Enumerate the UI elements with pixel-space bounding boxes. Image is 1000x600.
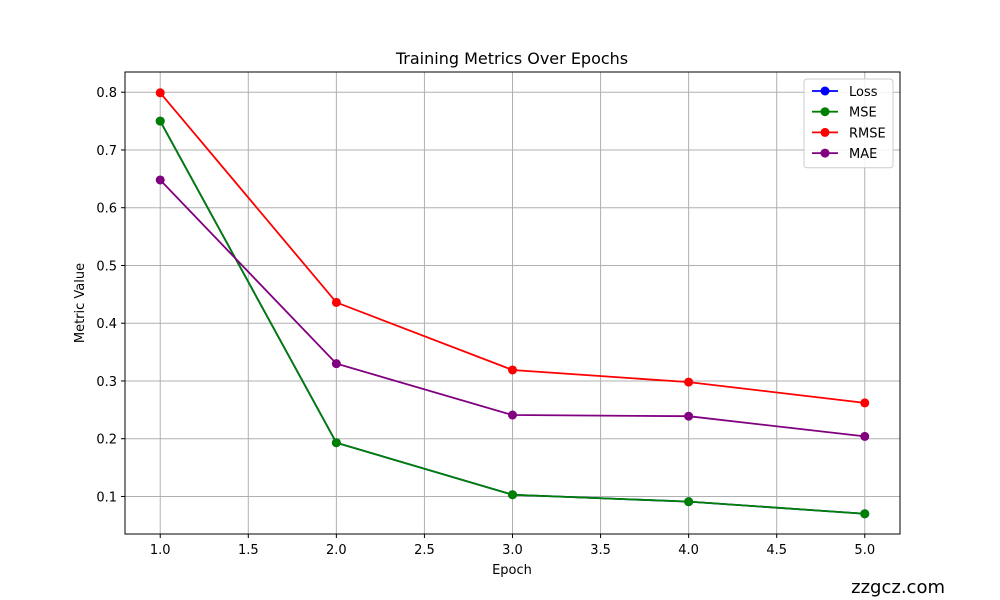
data-point-rmse (331, 297, 341, 307)
data-point-mae (155, 175, 165, 185)
data-point-rmse (155, 88, 165, 98)
series-mse (155, 116, 870, 519)
data-point-rmse (508, 365, 517, 375)
legend-swatch-marker (820, 86, 830, 96)
legend-label: MSE (849, 106, 877, 121)
x-tick-label: 1.0 (150, 543, 171, 558)
y-tick-label: 0.6 (96, 202, 117, 217)
data-point-rmse (860, 398, 870, 408)
data-point-mae (860, 431, 870, 441)
legend-label: MAE (849, 147, 877, 162)
x-tick-label: 3.0 (502, 543, 523, 558)
x-axis-title: Epoch (492, 563, 532, 578)
chart-title: Training Metrics Over Epochs (395, 49, 628, 68)
legend-swatch-marker (820, 148, 830, 158)
y-tick-label: 0.8 (96, 86, 117, 101)
y-tick-label: 0.3 (96, 375, 117, 390)
data-point-mse (331, 438, 341, 448)
legend-entry-mae: MAE (812, 147, 877, 162)
data-point-mse (684, 497, 694, 507)
legend-swatch-marker (820, 107, 830, 117)
y-tick-label: 0.5 (96, 259, 117, 274)
grid-layer (125, 72, 900, 534)
data-point-mse (508, 490, 517, 500)
plot-frame (124, 71, 901, 535)
legend-swatch-marker (820, 127, 830, 137)
x-tick-label: 1.5 (238, 543, 259, 558)
data-point-mae (331, 359, 341, 369)
legend-entry-rmse: RMSE (812, 126, 886, 141)
data-point-mse (155, 116, 165, 126)
data-point-mae (508, 410, 517, 420)
y-tick-label: 0.4 (96, 317, 117, 332)
x-tick-label: 2.0 (326, 543, 347, 558)
data-point-mae (684, 411, 694, 421)
legend-entry-mse: MSE (812, 106, 877, 121)
y-tick-label: 0.7 (96, 144, 117, 159)
x-tick-label: 2.5 (414, 543, 435, 558)
legend-label: RMSE (849, 126, 886, 141)
y-tick-label: 0.2 (96, 433, 117, 448)
legend-entry-loss: Loss (812, 85, 878, 100)
y-axis-title: Metric Value (73, 263, 88, 343)
watermark-text: zzgcz.com (851, 577, 945, 598)
legend-box (803, 78, 894, 169)
y-tick-label: 0.1 (96, 490, 117, 505)
data-point-mse (860, 509, 870, 519)
data-point-rmse (684, 377, 694, 387)
legend: Loss MSE RMSE MAE (803, 78, 894, 169)
x-tick-label: 4.0 (678, 543, 699, 558)
series-rmse (155, 88, 870, 408)
x-tick-label: 4.5 (766, 543, 787, 558)
x-tick-label: 5.0 (854, 543, 875, 558)
x-tick-label: 3.5 (590, 543, 611, 558)
axes-layer: 1.0 1.5 2.0 2.5 3.0 3.5 4.0 4.5 5.0 0.1 0.2 0.3 0.4 0… (96, 86, 875, 558)
series-layer (155, 88, 870, 519)
series-mae (155, 175, 870, 441)
legend-label: Loss (849, 85, 878, 100)
